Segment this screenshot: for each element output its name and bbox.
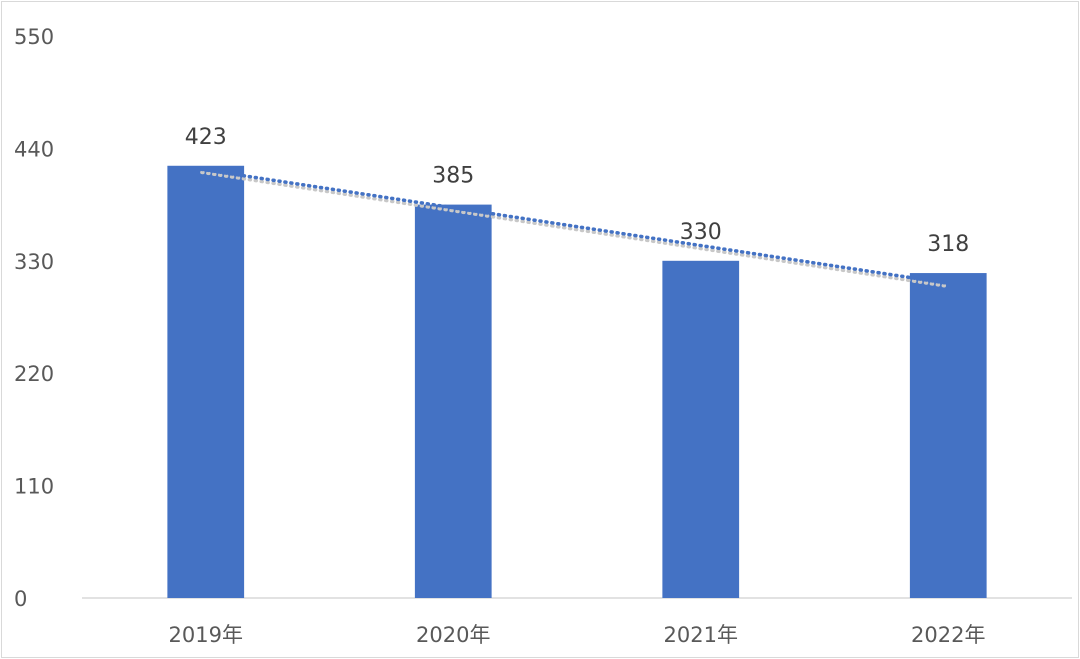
y-tick-label: 0 xyxy=(14,587,27,611)
y-tick-label: 330 xyxy=(14,250,54,274)
trendline xyxy=(200,167,947,288)
x-tick-label: 2019年 xyxy=(169,623,243,647)
data-label: 423 xyxy=(185,125,227,150)
x-tick-label: 2021年 xyxy=(664,623,738,647)
y-tick-label: 550 xyxy=(14,25,54,49)
trendline-line xyxy=(200,167,947,285)
bar xyxy=(414,204,492,598)
x-tick-label: 2022年 xyxy=(911,623,985,647)
x-axis: 2019年 2020年 2021年 2022年 xyxy=(169,623,986,647)
bars xyxy=(167,165,987,598)
bar xyxy=(909,273,987,598)
x-tick-label: 2020年 xyxy=(416,623,490,647)
y-axis: 0 110 220 330 440 550 xyxy=(14,25,54,611)
trendline-shadow xyxy=(200,170,947,288)
bar xyxy=(662,260,740,598)
data-label: 330 xyxy=(680,220,722,245)
y-tick-label: 110 xyxy=(14,475,54,499)
data-label: 318 xyxy=(927,232,969,257)
y-tick-label: 220 xyxy=(14,362,54,386)
data-labels: 423 385 330 318 xyxy=(185,125,970,257)
y-tick-label: 440 xyxy=(14,137,54,161)
data-label: 385 xyxy=(432,164,474,189)
bar xyxy=(167,165,245,598)
